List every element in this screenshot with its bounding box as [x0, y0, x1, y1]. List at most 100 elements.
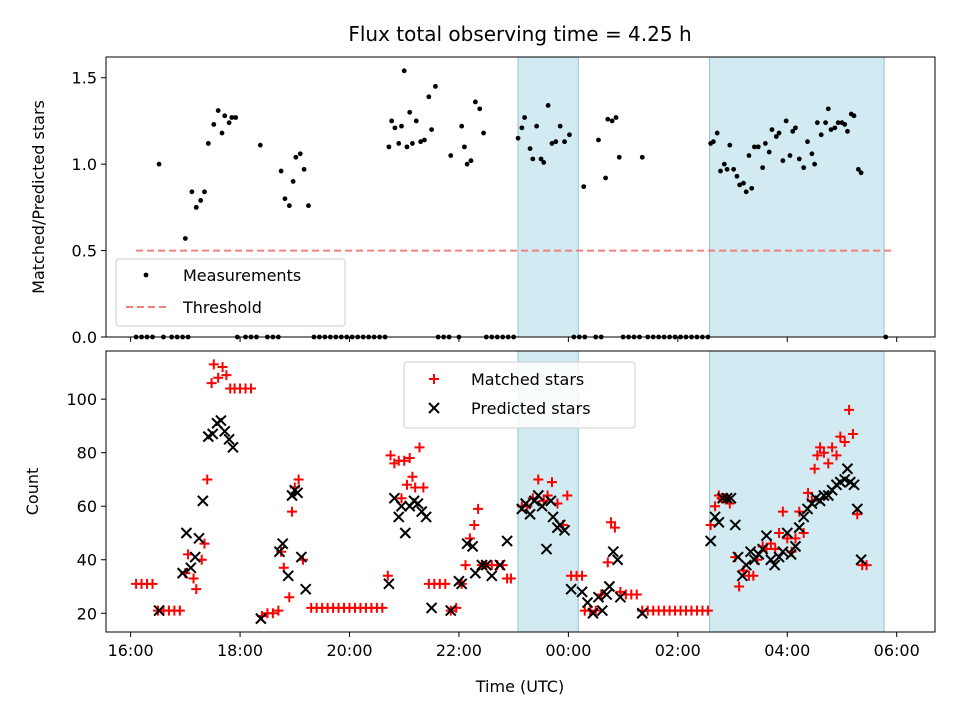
- measurement-point: [226, 120, 232, 126]
- predicted-star-point: [395, 500, 408, 512]
- legend-marker: [428, 402, 440, 414]
- measurement-point: [215, 108, 221, 113]
- measurement-point: [557, 123, 563, 129]
- measurement-point: [229, 115, 235, 120]
- matched-star-point: [710, 501, 721, 512]
- legend-box: [115, 258, 346, 327]
- matched-star-point: [284, 592, 295, 603]
- measurement-point: [519, 125, 525, 131]
- legend-label: Measurements: [183, 266, 301, 285]
- measurement-point: [731, 166, 737, 172]
- measurement-point: [222, 113, 228, 119]
- legend-marker: [429, 374, 439, 384]
- matched-star-point: [546, 477, 557, 488]
- predicted-star-point: [286, 489, 298, 502]
- predicted-star-point: [185, 562, 197, 574]
- observing-window: [709, 56, 885, 338]
- matched-star-point: [615, 586, 626, 597]
- measurement-point: [541, 160, 547, 165]
- count-panel: 16:00 18:00 20:00 22:00 00:00 02:00 04:00 06:00…: [23, 350, 936, 660]
- matched-star-point: [293, 474, 304, 485]
- measurement-point: [773, 134, 779, 139]
- measurement-point: [401, 68, 407, 74]
- predicted-star-point: [753, 548, 765, 561]
- matched-star-point: [399, 455, 410, 466]
- measurement-point: [760, 165, 766, 171]
- matched-star-point: [407, 471, 418, 482]
- measurement-point: [776, 130, 782, 136]
- matched-star-point: [199, 538, 210, 549]
- predicted-star-point: [855, 554, 867, 566]
- measurement-point: [462, 144, 467, 150]
- measurement-point: [257, 142, 263, 148]
- x-tick-label: 20:00: [326, 641, 372, 660]
- measurement-point: [219, 130, 225, 136]
- measurement-point: [156, 161, 162, 167]
- predicted-star-point: [848, 479, 860, 491]
- ratio-y-ticks: 0.0 0.5 1.0 1.5: [72, 69, 106, 347]
- predicted-star-point: [768, 559, 781, 571]
- predicted-star-point: [565, 583, 577, 595]
- predicted-star-point: [291, 487, 304, 499]
- predicted-star-point: [558, 524, 571, 537]
- predicted-star-point: [789, 540, 802, 553]
- predicted-star-point: [756, 543, 769, 555]
- measurement-point: [755, 144, 761, 150]
- measurement-point: [205, 141, 211, 146]
- measurement-point: [845, 128, 850, 134]
- ratio-y-axis-label: Matched/Predicted stars: [29, 100, 48, 294]
- measurement-point: [301, 166, 307, 172]
- measurement-point: [851, 113, 857, 119]
- predicted-star-point: [455, 578, 468, 590]
- measurement-point: [835, 120, 841, 126]
- predicted-star-point: [461, 537, 473, 550]
- predicted-star-point: [273, 546, 286, 558]
- measurement-point: [189, 189, 195, 195]
- x-tick-label: 22:00: [436, 641, 482, 660]
- measurement-point: [306, 203, 311, 209]
- matched-star-point: [533, 474, 544, 485]
- measurement-point: [581, 184, 587, 190]
- measurement-point: [780, 158, 786, 164]
- measurement-point: [468, 158, 474, 164]
- predicted-star-point: [425, 602, 438, 614]
- measurement-point: [783, 118, 789, 124]
- x-tick-label: 02:00: [655, 641, 701, 660]
- predicted-star-point: [227, 441, 239, 454]
- y-tick-label: 0.5: [72, 242, 97, 261]
- matched-star-point: [473, 503, 484, 514]
- predicted-star-point: [729, 519, 741, 531]
- measurement-point: [858, 170, 864, 176]
- matched-star-point: [267, 608, 278, 619]
- predicted-star-point: [180, 527, 193, 539]
- measurement-point: [743, 189, 749, 195]
- measurement-point: [399, 123, 404, 129]
- matched-star-point: [734, 581, 745, 592]
- predicted-star-point: [740, 559, 752, 571]
- matched-star-point: [505, 573, 516, 584]
- matched-star-point: [815, 442, 826, 453]
- ratio-legend: Measurements Threshold: [115, 258, 346, 327]
- predicted-star-point: [704, 535, 717, 547]
- matched-star-point: [631, 589, 642, 600]
- predicted-star-point: [219, 425, 231, 437]
- measurement-point: [413, 118, 419, 124]
- predicted-star-point: [576, 586, 588, 598]
- y-tick-label: 60: [77, 497, 97, 516]
- matched-star-point: [602, 557, 613, 568]
- predicted-star-point: [255, 612, 267, 625]
- matched-star-point: [702, 605, 713, 616]
- matched-star-point: [246, 383, 257, 394]
- predicted-star-point: [713, 516, 725, 528]
- matched-star-point: [777, 506, 788, 517]
- predicted-star-point: [822, 489, 835, 502]
- measurement-point: [448, 153, 454, 158]
- predicted-star-point: [153, 604, 165, 617]
- measurement-point: [538, 156, 544, 162]
- measurement-point: [392, 125, 398, 131]
- predicted-star-point: [536, 500, 548, 512]
- count-y-axis-label: Count: [23, 468, 42, 516]
- matched-star-point: [609, 522, 620, 533]
- ratio-x-ticks: [130, 337, 898, 342]
- predicted-star-point: [189, 551, 201, 563]
